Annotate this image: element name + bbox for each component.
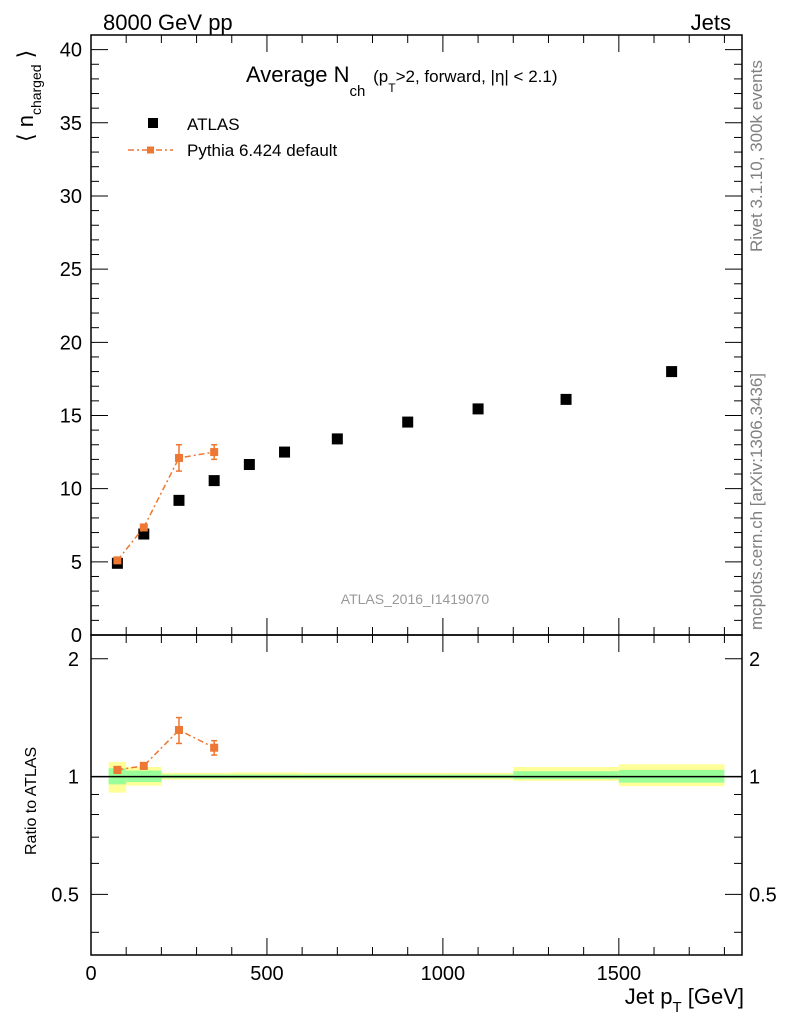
ratio-pythia-point bbox=[139, 761, 148, 770]
xtick-label: 1000 bbox=[421, 963, 466, 985]
main-ytick-label: 5 bbox=[71, 552, 82, 574]
ratio-ytick-label: 1 bbox=[68, 767, 79, 789]
x-axis-label: Jet pT [GeV] bbox=[625, 984, 744, 1016]
main-ytick-label: 20 bbox=[60, 332, 82, 354]
main-ytick-label: 15 bbox=[60, 405, 82, 427]
ratio-panel: 0.5 0.5 1 1 2 2 0 500 1000 1500 bbox=[51, 634, 777, 985]
analysis-id: ATLAS_2016_I1419070 bbox=[341, 591, 490, 607]
mcplots-label: mcplots.cern.ch [arXiv:1306.3436] bbox=[747, 373, 766, 630]
main-panel: 0 5 10 15 20 25 30 35 40 bbox=[60, 34, 743, 647]
main-ytick-label: 25 bbox=[60, 259, 82, 281]
legend-data-marker bbox=[148, 118, 158, 128]
pythia-point bbox=[139, 523, 148, 532]
ratio-pythia-point bbox=[174, 726, 183, 735]
xtick-label: 500 bbox=[250, 963, 283, 985]
title-sub-ch: ch bbox=[350, 83, 366, 100]
x-label-unit: [GeV] bbox=[682, 984, 744, 1009]
pythia-point bbox=[113, 556, 122, 565]
ratio-ytick-label: 0.5 bbox=[51, 884, 79, 906]
ratio-ytick-label: 2 bbox=[68, 649, 79, 671]
atlas-point bbox=[279, 446, 291, 458]
y-label-bracket-open: ⟨ bbox=[13, 127, 38, 142]
ratio-ytick-label-right: 0.5 bbox=[749, 884, 777, 906]
atlas-point bbox=[331, 433, 343, 445]
ratio-frame bbox=[90, 634, 743, 956]
ratio-pythia-point bbox=[210, 743, 219, 752]
ratio-ticks: 0.5 0.5 1 1 2 2 0 500 1000 1500 bbox=[51, 635, 777, 985]
atlas-point bbox=[138, 528, 150, 540]
ratio-pythia-line bbox=[117, 729, 215, 771]
x-label-main: Jet p bbox=[625, 984, 673, 1009]
xtick-label: 1500 bbox=[597, 963, 642, 985]
main-ytick-label: 30 bbox=[60, 186, 82, 208]
legend-mc-marker bbox=[147, 146, 154, 154]
main-ticks: 0 5 10 15 20 25 30 35 40 bbox=[60, 34, 742, 647]
ratio-y-axis-label: Ratio to ATLAS bbox=[23, 747, 40, 855]
plot-title: Average Nch (pT>2, forward, |η| < 2.1) bbox=[246, 62, 558, 100]
pythia-point bbox=[210, 448, 219, 457]
process-label: Jets bbox=[691, 10, 731, 35]
energy-label: 8000 GeV pp bbox=[103, 10, 233, 35]
y-label-main: n bbox=[13, 115, 38, 127]
x-label-sub: T bbox=[672, 999, 681, 1016]
main-ytick-label: 35 bbox=[60, 113, 82, 135]
ratio-pythia-point bbox=[113, 765, 122, 774]
rivet-label: Rivet 3.1.10, 300k events bbox=[747, 60, 766, 252]
ratio-ytick-label-right: 1 bbox=[749, 767, 760, 789]
title-sub-t: T bbox=[388, 81, 396, 95]
atlas-point bbox=[402, 416, 414, 428]
pythia-line bbox=[116, 451, 215, 561]
y-axis-label: ⟨ ncharged ⟩ bbox=[13, 50, 44, 142]
legend-data-label: ATLAS bbox=[187, 115, 240, 134]
main-series bbox=[111, 366, 678, 569]
atlas-point bbox=[472, 403, 484, 415]
pythia-point bbox=[174, 453, 183, 462]
main-ytick-label: 10 bbox=[60, 479, 82, 501]
title-main: Average N bbox=[246, 62, 350, 87]
title-mid: (p bbox=[368, 67, 388, 86]
xtick-label: 0 bbox=[85, 963, 96, 985]
title-end: >2, forward, |η| < 2.1) bbox=[396, 67, 558, 86]
legend-mc-label: Pythia 6.424 default bbox=[187, 141, 338, 160]
main-ytick-label: 0 bbox=[71, 625, 82, 647]
ratio-band-inner bbox=[513, 771, 619, 780]
ratio-ytick-label-right: 2 bbox=[749, 649, 760, 671]
y-label-bracket-close: ⟩ bbox=[13, 50, 38, 65]
atlas-point bbox=[666, 366, 678, 378]
ratio-series bbox=[113, 716, 219, 774]
atlas-point bbox=[208, 475, 220, 487]
atlas-point bbox=[560, 393, 572, 405]
main-ytick-label: 40 bbox=[60, 40, 82, 62]
ratio-bands bbox=[91, 761, 742, 793]
y-label-sub: charged bbox=[28, 64, 44, 115]
atlas-point bbox=[173, 494, 185, 506]
legend: ATLAS Pythia 6.424 default bbox=[128, 115, 338, 160]
atlas-point bbox=[243, 459, 255, 471]
